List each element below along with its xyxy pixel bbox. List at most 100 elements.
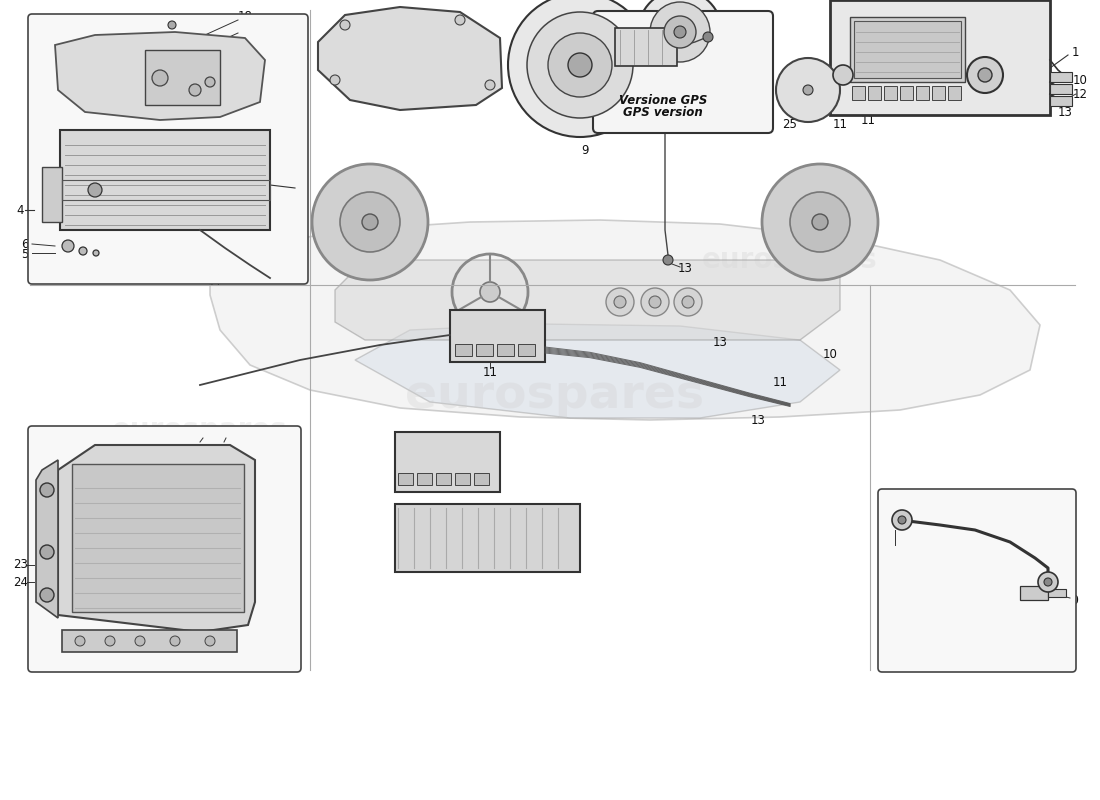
- Circle shape: [892, 510, 912, 530]
- Circle shape: [674, 288, 702, 316]
- Circle shape: [812, 214, 828, 230]
- Text: 10: 10: [1065, 594, 1079, 606]
- Text: eurospares: eurospares: [112, 416, 288, 444]
- FancyBboxPatch shape: [850, 17, 965, 82]
- FancyBboxPatch shape: [476, 344, 493, 356]
- Circle shape: [682, 296, 694, 308]
- FancyBboxPatch shape: [854, 21, 961, 78]
- Text: 13: 13: [750, 414, 766, 426]
- Circle shape: [168, 21, 176, 29]
- Polygon shape: [55, 32, 265, 120]
- Circle shape: [790, 192, 850, 252]
- Circle shape: [312, 164, 428, 280]
- Text: 5: 5: [21, 249, 29, 262]
- Circle shape: [776, 58, 840, 122]
- Circle shape: [898, 516, 906, 524]
- Text: 1: 1: [1071, 46, 1079, 58]
- Circle shape: [40, 483, 54, 497]
- Circle shape: [644, 53, 654, 63]
- Polygon shape: [318, 7, 502, 110]
- Text: Versione GPS: Versione GPS: [619, 94, 707, 106]
- Text: GPS version: GPS version: [623, 106, 703, 118]
- Circle shape: [170, 636, 180, 646]
- Text: 9: 9: [581, 143, 589, 157]
- FancyBboxPatch shape: [518, 344, 535, 356]
- Text: 16: 16: [238, 37, 253, 50]
- Circle shape: [362, 214, 378, 230]
- Text: 2: 2: [296, 183, 304, 197]
- Circle shape: [649, 296, 661, 308]
- Circle shape: [664, 16, 696, 48]
- Text: 13: 13: [678, 262, 692, 274]
- Text: 24: 24: [13, 575, 29, 589]
- Text: 6: 6: [21, 238, 29, 250]
- Circle shape: [548, 33, 612, 97]
- FancyBboxPatch shape: [878, 489, 1076, 672]
- Text: 4: 4: [16, 203, 24, 217]
- FancyBboxPatch shape: [497, 344, 514, 356]
- FancyBboxPatch shape: [417, 473, 432, 485]
- Text: 15: 15: [238, 50, 252, 62]
- Circle shape: [663, 255, 673, 265]
- Circle shape: [508, 0, 652, 137]
- Circle shape: [205, 77, 214, 87]
- Circle shape: [340, 192, 400, 252]
- Circle shape: [40, 545, 54, 559]
- Text: 11: 11: [208, 275, 222, 289]
- FancyBboxPatch shape: [1020, 586, 1048, 600]
- Circle shape: [330, 75, 340, 85]
- Text: 11: 11: [483, 366, 497, 378]
- FancyBboxPatch shape: [60, 130, 270, 230]
- Text: 11: 11: [772, 375, 788, 389]
- Circle shape: [62, 240, 74, 252]
- Circle shape: [205, 636, 214, 646]
- FancyBboxPatch shape: [1048, 589, 1066, 597]
- Circle shape: [803, 85, 813, 95]
- Text: 10: 10: [823, 349, 837, 362]
- FancyBboxPatch shape: [615, 28, 676, 66]
- FancyBboxPatch shape: [884, 86, 896, 100]
- Text: 3: 3: [889, 546, 895, 558]
- Circle shape: [75, 636, 85, 646]
- FancyBboxPatch shape: [62, 630, 236, 652]
- Text: 13: 13: [1057, 106, 1072, 118]
- Circle shape: [340, 20, 350, 30]
- Circle shape: [485, 80, 495, 90]
- FancyBboxPatch shape: [28, 14, 308, 284]
- Polygon shape: [355, 324, 840, 418]
- Circle shape: [568, 53, 592, 77]
- FancyBboxPatch shape: [852, 86, 865, 100]
- Polygon shape: [336, 260, 840, 340]
- Circle shape: [527, 12, 632, 118]
- Circle shape: [1044, 578, 1052, 586]
- FancyBboxPatch shape: [72, 464, 244, 612]
- FancyBboxPatch shape: [640, 22, 658, 70]
- Text: 14: 14: [610, 69, 626, 82]
- Text: 20: 20: [221, 430, 235, 443]
- Text: 8: 8: [726, 18, 734, 31]
- FancyBboxPatch shape: [395, 504, 580, 572]
- Text: 11: 11: [860, 114, 876, 126]
- Text: 7: 7: [726, 49, 734, 62]
- FancyBboxPatch shape: [42, 167, 62, 222]
- FancyBboxPatch shape: [1050, 84, 1072, 94]
- Circle shape: [135, 636, 145, 646]
- Text: 23: 23: [13, 558, 29, 571]
- Text: 11: 11: [833, 118, 847, 131]
- FancyBboxPatch shape: [1050, 72, 1072, 82]
- Circle shape: [1038, 572, 1058, 592]
- FancyBboxPatch shape: [900, 86, 913, 100]
- Text: 17: 17: [238, 23, 253, 37]
- Circle shape: [650, 2, 710, 62]
- Text: 13: 13: [713, 335, 727, 349]
- FancyBboxPatch shape: [1050, 96, 1072, 106]
- Circle shape: [674, 26, 686, 38]
- FancyBboxPatch shape: [395, 432, 500, 492]
- Circle shape: [94, 250, 99, 256]
- Text: 19: 19: [198, 430, 212, 443]
- Circle shape: [638, 0, 722, 74]
- FancyBboxPatch shape: [455, 473, 470, 485]
- Text: 25: 25: [782, 118, 797, 131]
- Polygon shape: [36, 460, 58, 618]
- Circle shape: [79, 247, 87, 255]
